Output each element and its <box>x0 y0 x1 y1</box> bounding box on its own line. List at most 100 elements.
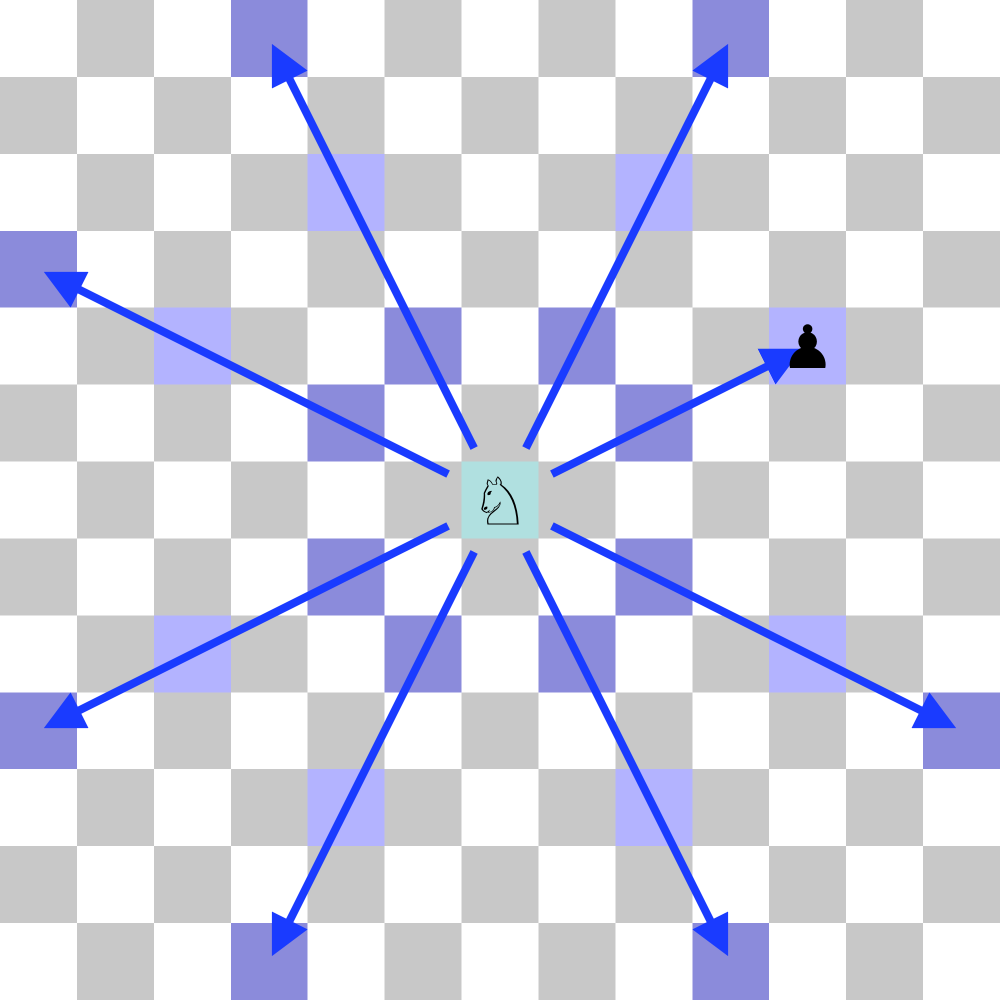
black-pawn-piece[interactable]: ♟ <box>781 313 835 383</box>
board-square[interactable] <box>307 615 386 693</box>
board-square[interactable] <box>461 230 539 309</box>
board-square[interactable] <box>384 461 463 539</box>
board-square[interactable] <box>692 769 770 847</box>
board-square[interactable] <box>0 384 78 463</box>
board-square[interactable] <box>153 692 232 770</box>
board-square[interactable] <box>615 923 693 1000</box>
board-square[interactable] <box>538 923 616 1000</box>
board-square[interactable] <box>153 538 232 616</box>
board-square[interactable] <box>76 384 155 463</box>
board-square[interactable] <box>307 307 386 386</box>
board-square[interactable] <box>538 153 616 232</box>
highlight-square[interactable] <box>923 692 1000 770</box>
board-square[interactable] <box>769 153 847 232</box>
board-square[interactable] <box>461 846 539 924</box>
board-square[interactable] <box>846 76 924 155</box>
board-square[interactable] <box>153 76 232 155</box>
board-square[interactable] <box>538 769 616 847</box>
board-square[interactable] <box>461 0 539 78</box>
board-square[interactable] <box>153 0 232 78</box>
board-square[interactable] <box>230 153 309 232</box>
board-square[interactable] <box>769 461 847 539</box>
board-square[interactable] <box>0 0 78 78</box>
board-square[interactable] <box>923 846 1000 924</box>
board-square[interactable] <box>615 615 693 693</box>
board-square[interactable] <box>769 384 847 463</box>
board-square[interactable] <box>923 769 1000 847</box>
board-square[interactable] <box>923 307 1000 386</box>
board-square[interactable] <box>692 461 770 539</box>
board-square[interactable] <box>461 615 539 693</box>
board-square[interactable] <box>769 769 847 847</box>
board-square[interactable] <box>846 153 924 232</box>
board-square[interactable] <box>384 153 463 232</box>
board-square[interactable] <box>461 307 539 386</box>
highlight-square[interactable] <box>692 0 770 78</box>
board-square[interactable] <box>538 0 616 78</box>
board-square[interactable] <box>923 384 1000 463</box>
board-square[interactable] <box>846 461 924 539</box>
white-knight-piece[interactable]: ♘ <box>470 464 529 541</box>
board-square[interactable] <box>307 461 386 539</box>
board-square[interactable] <box>923 230 1000 309</box>
board-square[interactable] <box>538 76 616 155</box>
board-square[interactable] <box>923 461 1000 539</box>
origin-square[interactable] <box>461 461 539 539</box>
board-square[interactable] <box>846 307 924 386</box>
board-square[interactable] <box>76 0 155 78</box>
board-square[interactable] <box>923 923 1000 1000</box>
board-square[interactable] <box>0 153 78 232</box>
board-square[interactable] <box>615 461 693 539</box>
board-square[interactable] <box>0 538 78 616</box>
board-square[interactable] <box>384 846 463 924</box>
board-square[interactable] <box>230 230 309 309</box>
board-square[interactable] <box>461 384 539 463</box>
board-square[interactable] <box>0 846 78 924</box>
board-square[interactable] <box>923 0 1000 78</box>
board-square[interactable] <box>538 846 616 924</box>
board-square[interactable] <box>76 76 155 155</box>
board-square[interactable] <box>692 692 770 770</box>
highlight-square[interactable] <box>0 230 78 309</box>
board-square[interactable] <box>615 307 693 386</box>
board-square[interactable] <box>769 230 847 309</box>
board-square[interactable] <box>846 769 924 847</box>
highlight-square[interactable] <box>230 0 309 78</box>
board-square[interactable] <box>461 923 539 1000</box>
board-square[interactable] <box>307 923 386 1000</box>
board-square[interactable] <box>769 0 847 78</box>
board-square[interactable] <box>153 923 232 1000</box>
board-square[interactable] <box>384 923 463 1000</box>
board-square[interactable] <box>615 0 693 78</box>
board-square[interactable] <box>769 923 847 1000</box>
board-square[interactable] <box>846 0 924 78</box>
board-square[interactable] <box>923 76 1000 155</box>
board-square[interactable] <box>76 923 155 1000</box>
board-square[interactable] <box>692 230 770 309</box>
board-square[interactable] <box>0 307 78 386</box>
board-square[interactable] <box>153 230 232 309</box>
board-square[interactable] <box>0 76 78 155</box>
board-square[interactable] <box>461 153 539 232</box>
board-square[interactable] <box>846 923 924 1000</box>
board-square[interactable] <box>153 461 232 539</box>
board-square[interactable] <box>846 538 924 616</box>
highlight-square[interactable] <box>230 923 309 1000</box>
board-square[interactable] <box>461 538 539 616</box>
board-square[interactable] <box>153 846 232 924</box>
board-square[interactable] <box>0 615 78 693</box>
board-square[interactable] <box>307 0 386 78</box>
board-square[interactable] <box>76 846 155 924</box>
highlight-square[interactable] <box>692 923 770 1000</box>
board-square[interactable] <box>76 153 155 232</box>
board-square[interactable] <box>538 461 616 539</box>
board-square[interactable] <box>769 846 847 924</box>
board-square[interactable] <box>384 76 463 155</box>
board-square[interactable] <box>769 692 847 770</box>
board-square[interactable] <box>846 384 924 463</box>
board-square[interactable] <box>153 769 232 847</box>
board-square[interactable] <box>230 692 309 770</box>
board-square[interactable] <box>692 153 770 232</box>
board-square[interactable] <box>76 538 155 616</box>
